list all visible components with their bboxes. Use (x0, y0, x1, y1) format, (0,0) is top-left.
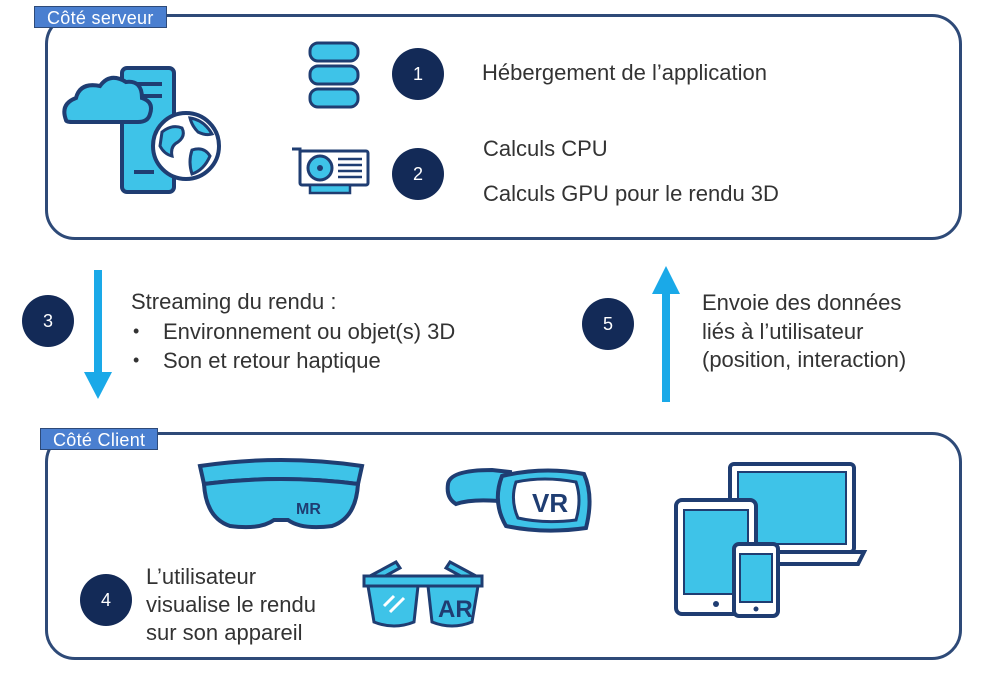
stream-bullet-1: Environnement ou objet(s) 3D (131, 317, 455, 346)
database-icon (308, 41, 360, 109)
stream-heading: Streaming du rendu : (131, 289, 337, 314)
step-2-badge: 2 (392, 148, 444, 200)
step-1-text: Hébergement de l’application (482, 60, 767, 85)
step-4-line-3: sur son appareil (146, 620, 303, 645)
step-1-badge: 1 (392, 48, 444, 100)
step-2-gpu-text: Calculs GPU pour le rendu 3D (483, 181, 779, 206)
ar-label: AR (438, 596, 473, 623)
step-4-badge: 4 (80, 574, 132, 626)
send-line-3: (position, interaction) (702, 347, 907, 372)
send-line-1: Envoie des données (702, 290, 902, 315)
vr-label: VR (532, 488, 568, 518)
ar-glasses-icon: AR (362, 560, 484, 628)
devices-icon (674, 462, 868, 618)
step-4-line-2: visualise le rendu (146, 592, 316, 617)
server-panel-title: Côté serveur (34, 6, 167, 28)
down-arrow-icon (84, 270, 112, 399)
stream-bullet-2: Son et retour haptique (131, 346, 455, 375)
vr-headset-icon: VR (445, 467, 592, 533)
step-2-cpu-text: Calculs CPU (483, 136, 608, 161)
client-panel-title: Côté Client (40, 428, 159, 450)
gpu-card-icon (292, 147, 370, 195)
cloud-server-globe-icon (62, 66, 221, 194)
up-arrow-icon (652, 266, 680, 402)
mr-headset-icon: MR (197, 458, 365, 530)
send-line-2: liés à l’utilisateur (702, 319, 864, 344)
step-4-line-1: L’utilisateur (146, 564, 257, 589)
stream-bullets: Environnement ou objet(s) 3D Son et reto… (131, 317, 455, 375)
mr-label: MR (296, 501, 321, 518)
step-5-badge: 5 (582, 298, 634, 350)
step-3-badge: 3 (22, 295, 74, 347)
